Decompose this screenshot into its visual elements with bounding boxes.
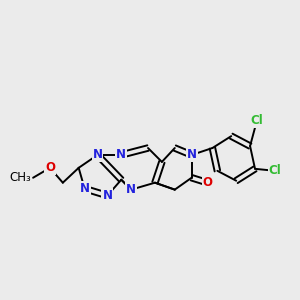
Text: N: N (116, 148, 126, 161)
Text: Cl: Cl (250, 114, 263, 127)
Text: N: N (80, 182, 90, 195)
Text: Cl: Cl (268, 164, 281, 177)
Text: N: N (92, 148, 103, 161)
Text: O: O (202, 176, 212, 189)
Text: N: N (187, 148, 196, 161)
Text: N: N (102, 189, 112, 202)
Text: N: N (126, 183, 136, 196)
Text: O: O (45, 161, 55, 174)
Text: CH₃: CH₃ (9, 171, 31, 184)
